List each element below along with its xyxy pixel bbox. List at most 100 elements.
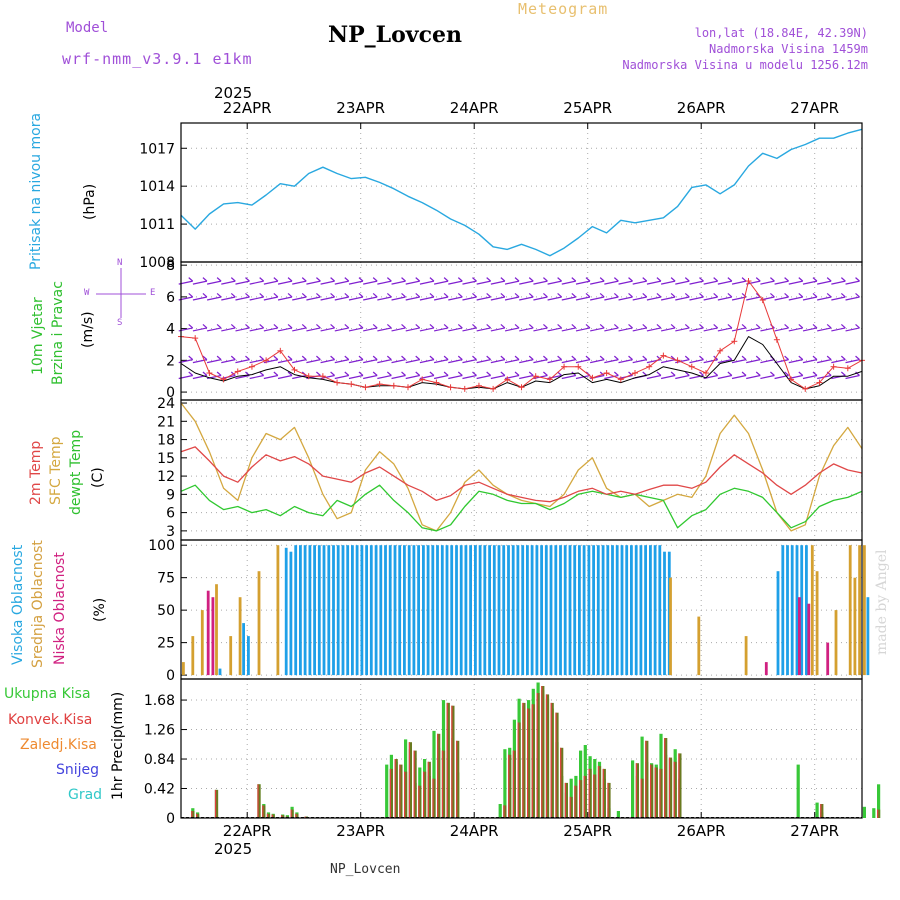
wind-barb (348, 359, 364, 364)
wind-barb-tip (344, 355, 350, 361)
wind-barb-tip (287, 355, 293, 361)
cloud-bar (206, 590, 210, 676)
cloud-bar (379, 545, 383, 676)
wind-barb (476, 296, 491, 301)
cloud-bar (630, 545, 633, 676)
precip-bar-convective-edge (281, 815, 283, 818)
cloud-bar (445, 545, 449, 676)
cloud-bar (355, 545, 359, 676)
precip-bar-convective-edge (404, 771, 406, 818)
wind-barb (575, 296, 591, 301)
wind-barb (306, 280, 321, 285)
y-tick-label: 0.84 (144, 752, 175, 768)
precip-bar-convective (555, 712, 559, 818)
wind-barb (419, 296, 435, 301)
cloud-bar (563, 545, 567, 676)
wind-barb (235, 374, 250, 380)
product-title: Meteogram (518, 0, 609, 18)
wind-barb-tip (316, 277, 321, 282)
wind-barb (760, 327, 775, 332)
precip-bar-convective-edge (304, 816, 306, 818)
cloud-bar (521, 545, 525, 676)
compass-n: N (117, 258, 123, 268)
wind-barb-tip (557, 323, 562, 329)
cloud-bar (218, 668, 222, 676)
wind-barb-tip (358, 293, 364, 298)
model-name: wrf-nmm_v3.9.1 e1km (62, 50, 253, 68)
wind-barb (292, 327, 307, 332)
precip-bar-total (432, 730, 436, 818)
wind-barb (774, 359, 789, 364)
y-tick-label: 0 (166, 811, 175, 827)
wind-barb (618, 359, 633, 364)
wind-barb-tip (429, 277, 435, 282)
wind-barb-tip (486, 355, 492, 361)
wind-barb-tip (755, 355, 761, 361)
wind-barb (660, 296, 676, 301)
y-tick-label: 12 (157, 469, 175, 485)
cloud-bar (497, 545, 501, 676)
wind-barb (561, 374, 576, 380)
wind-barb-tip (202, 277, 208, 282)
wind-barb-tip (855, 323, 860, 329)
wind-barb (660, 327, 676, 332)
wind-barb (221, 327, 236, 332)
wind-barb-tip (599, 371, 605, 376)
wind-barb-tip (245, 355, 250, 361)
wind-barb (235, 296, 250, 301)
wind-barb-tip (472, 323, 477, 329)
wind-barb-tip (273, 323, 279, 329)
wind-barb-tip (415, 355, 421, 361)
cloud-bar (182, 662, 185, 676)
wind-barb (405, 374, 420, 380)
wind-barb-tip (472, 371, 477, 376)
wind-barb-tip (855, 293, 860, 298)
cloud-bar (663, 551, 666, 676)
cloud-bar (215, 584, 218, 676)
wind-barb-tip (443, 277, 449, 282)
precip-bar-convective (877, 809, 881, 818)
year-label-top: 2025 (214, 84, 253, 102)
year-label-bottom: 2025 (214, 840, 253, 858)
cloud-bar (407, 545, 411, 676)
cloud-bar (625, 545, 629, 676)
wind-barb (235, 327, 250, 332)
wind-barb-tip (372, 371, 378, 376)
precip-bar-convective-edge (508, 754, 510, 818)
cloud-bar (554, 545, 558, 676)
wind-barb (533, 327, 548, 332)
wind-barb (504, 296, 520, 301)
wind-barb (604, 374, 619, 380)
cloud-bar (826, 642, 830, 676)
wind-barb-tip (855, 355, 860, 361)
wind-barb-tip (386, 293, 392, 298)
wind-barb (731, 359, 747, 364)
wind-barb (519, 296, 534, 301)
wind-barb (433, 374, 449, 380)
precip-bar-convective-edge (650, 764, 652, 818)
precip-bar-convective (654, 767, 658, 818)
precip-bar-convective (579, 780, 583, 818)
wind-barb (249, 327, 264, 332)
precip-bar-convective (399, 764, 403, 818)
wind-barb (405, 280, 420, 285)
cloud-bar (332, 545, 335, 676)
wind-barb (547, 280, 562, 285)
wind-barb-tip (613, 371, 619, 376)
wind-barb (391, 280, 406, 285)
wind-barb-tip (855, 277, 860, 282)
wind-barb (192, 327, 208, 332)
wind-barb-tip (245, 323, 250, 329)
wind-barb (660, 359, 676, 364)
cloud-bar (800, 545, 804, 676)
wind-barb (703, 327, 718, 332)
precip-bar-convective-edge (522, 702, 524, 818)
wind-barb (604, 327, 619, 332)
wind-barb (660, 374, 676, 380)
precip-bar-convective (427, 761, 431, 818)
wind-barb (377, 374, 392, 380)
cloud-bar (620, 545, 624, 676)
precip-bar-convective-edge (290, 809, 292, 818)
wind-barb (817, 327, 832, 332)
wind-barb-tip (770, 293, 775, 298)
